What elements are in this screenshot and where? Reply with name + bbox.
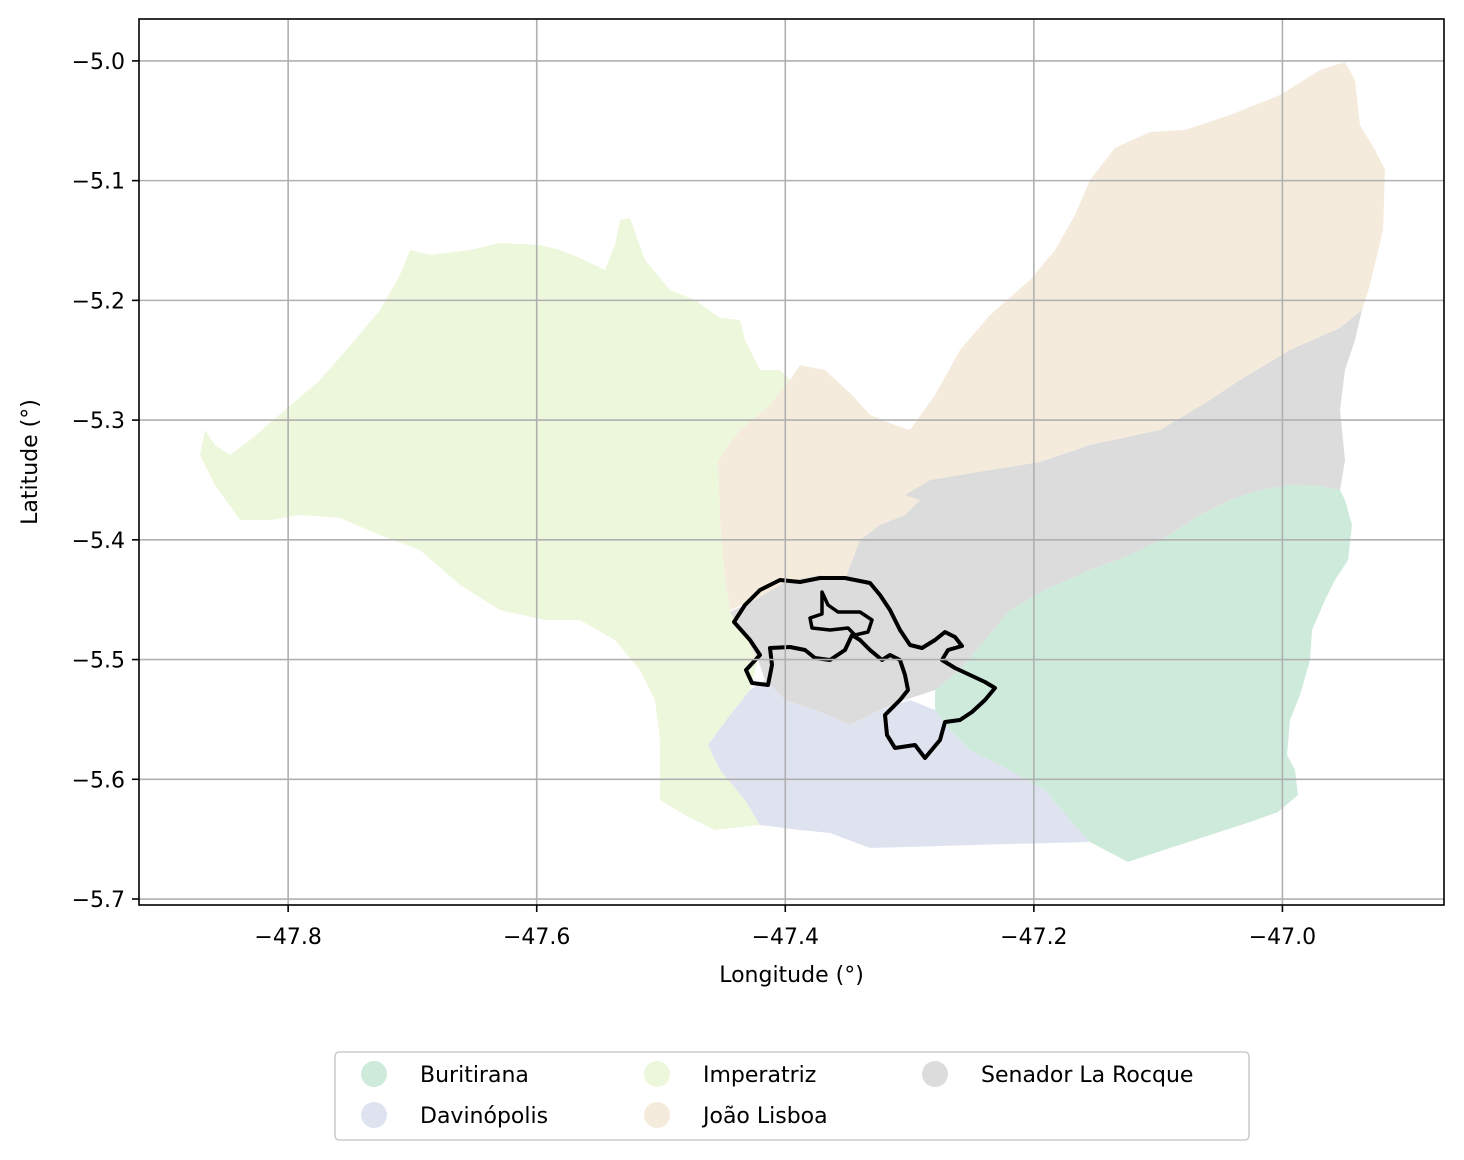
legend-marker [644,1102,670,1128]
y-tick-label: −5.7 [72,888,125,913]
highlighted-boundary-inner [808,590,874,637]
highlighted-boundary-outline [732,576,997,760]
region-imperatriz [200,218,790,830]
region-davinopolis [708,680,1090,848]
legend-label: Buritirana [420,1063,529,1088]
y-tick-label: −5.6 [72,768,125,793]
y-tick-label: −5.2 [72,289,125,314]
legend-box [334,1051,1250,1141]
map-regions [200,62,1385,862]
legend-marker [361,1061,387,1087]
legend-label: João Lisboa [701,1104,828,1129]
region-buritirana [935,485,1352,862]
x-tick-label: −47.6 [503,925,570,950]
legend-label: Davinópolis [420,1104,548,1129]
legend: Buritirana Davinópolis Imperatriz João Lisb… [334,1051,1250,1141]
region-joao-lisboa [718,62,1385,610]
legend-label: Imperatriz [703,1063,816,1088]
x-axis-label: Longitude (°) [719,963,864,988]
x-tick-label: −47.8 [254,925,321,950]
legend-marker [922,1061,948,1087]
legend-marker [644,1061,670,1087]
legend-label: Senador La Rocque [981,1063,1193,1088]
axes-frame [138,18,1445,906]
y-tick-label: −5.0 [72,50,125,75]
x-tick-label: −47.0 [1249,925,1316,950]
y-axis-label: Latitude (°) [18,399,43,525]
region-senador-la-rocque [730,310,1362,725]
plot-area: −47.8 −47.6 −47.4 −47.2 −47.0 −5.0 −5.1 −5.2 −5.… [18,18,1445,988]
y-tick-label: −5.3 [72,409,125,434]
y-tick-label: −5.5 [72,649,125,674]
x-tick-label: −47.4 [752,925,819,950]
legend-marker [361,1102,387,1128]
y-tick-label: −5.4 [72,529,125,554]
x-tick-label: −47.2 [1000,925,1067,950]
y-tick-label: −5.1 [72,170,125,195]
